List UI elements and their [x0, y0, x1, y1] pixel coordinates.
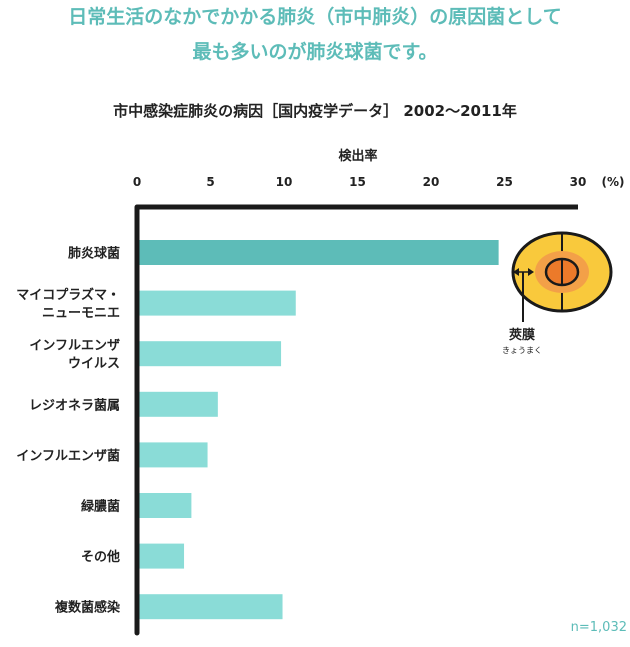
category-label: インフルエンザ菌 [16, 448, 120, 464]
bar [137, 240, 499, 265]
bar [137, 594, 283, 620]
sample-size-note: n=1,032 [571, 620, 627, 635]
bar [137, 290, 296, 316]
capsule-reading: きょうまく [502, 346, 542, 355]
arrow-head-right [528, 268, 534, 276]
bar [137, 493, 192, 518]
x-tick-label: 30 [570, 175, 587, 189]
headline-line-2: 最も多いのが肺炎球菌です。 [192, 41, 438, 63]
category-label: 肺炎球菌 [68, 246, 120, 262]
unit-label: (%) [602, 175, 625, 189]
bar [137, 341, 282, 367]
category-label: 緑膿菌 [81, 499, 120, 515]
x-tick-label: 10 [276, 175, 293, 189]
bar [137, 442, 208, 468]
chart-title: 市中感染症肺炎の病因［国内疫学データ］ 2002〜2011年 [113, 102, 517, 120]
category-label: その他 [81, 549, 120, 565]
category-label: ウイルス [68, 357, 120, 372]
category-label: マイコプラズマ・ [16, 287, 120, 303]
x-tick-label: 0 [133, 175, 141, 189]
category-label: レジオネラ菌属 [29, 397, 120, 413]
arrow-head-left [513, 268, 519, 276]
headline-line-1: 日常生活のなかでかかる肺炎（市中肺炎）の原因菌として [68, 6, 562, 28]
x-axis-label: 検出率 [338, 148, 377, 164]
category-label: 複数菌感染 [54, 600, 121, 616]
pneumococcus-illustration: 莢膜 きょうまく [502, 231, 613, 355]
category-label: ニューモニエ [42, 306, 120, 321]
x-tick-label: 15 [349, 175, 366, 189]
bar [137, 391, 218, 417]
x-tick-label: 25 [496, 175, 513, 189]
bar [137, 543, 185, 569]
capsule-label: 莢膜 [509, 327, 535, 343]
category-label: インフルエンザ [29, 339, 120, 354]
x-tick-label: 5 [206, 175, 214, 189]
x-tick-label: 20 [423, 175, 440, 189]
